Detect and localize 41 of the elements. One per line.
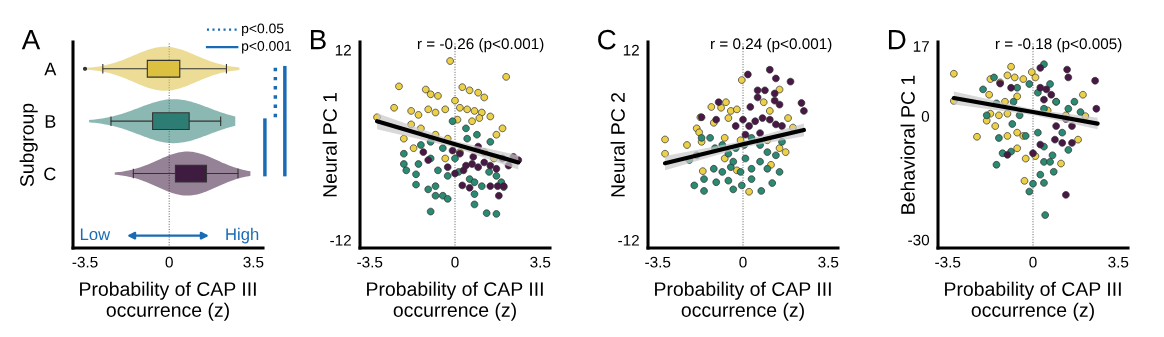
y-axis-title: Neural PC 1: [322, 92, 337, 197]
x-tick-label: 3.5: [1108, 256, 1129, 268]
x-axis-title: Probability of CAP III occurrence (z): [367, 281, 543, 321]
x-axis-title: Probability of CAP III occurrence (z): [945, 281, 1121, 321]
annotation: r = -0.26 (p<0.001): [417, 37, 544, 53]
x-tick-label: -3.5: [935, 256, 961, 268]
y-tick-label: 12: [335, 44, 351, 56]
annotation: p<0.001: [242, 41, 292, 54]
x-tick-label: 3.5: [818, 256, 839, 268]
chart-title: C: [598, 29, 616, 50]
text: p<0.05: [242, 23, 284, 37]
annotation: r = -0.18 (p<0.005): [995, 37, 1122, 53]
chart-title: D: [888, 30, 906, 50]
chart-title: A: [21, 30, 41, 50]
x-tick-label: 3.5: [243, 256, 264, 268]
x-tick-label: 0: [165, 256, 173, 268]
y-tick-label: -12: [618, 234, 639, 246]
x-axis-title: Probability of CAP III occurrence (z): [655, 281, 831, 321]
chart-title: B: [310, 30, 326, 50]
annotation: Low: [80, 228, 111, 241]
x-tick-label: 0: [451, 256, 459, 268]
x-axis-title: Probability of CAP III occurrence (z): [80, 281, 256, 321]
y-tick-label: C: [44, 167, 56, 181]
y-tick-label: 12: [623, 44, 639, 56]
y-axis-title: Behavioral PC 1: [900, 75, 915, 214]
y-tick-label: B: [45, 115, 56, 128]
y-tick-label: 17: [913, 41, 929, 52]
annotation: High: [226, 227, 259, 244]
y-tick-label: -30: [908, 234, 930, 246]
x-tick-label: -3.5: [357, 256, 383, 268]
x-tick-label: 3.5: [530, 256, 551, 268]
x-tick-label: 0: [1029, 256, 1037, 268]
y-axis-title: Neural PC 2: [610, 93, 625, 197]
y-tick-label: -12: [330, 234, 351, 246]
x-tick-label: -3.5: [72, 256, 98, 268]
y-tick-label: 0: [921, 111, 930, 122]
x-tick-label: -3.5: [645, 256, 671, 268]
y-axis-title: Subgroup: [19, 103, 38, 187]
y-tick-label: A: [44, 62, 57, 76]
x-tick-label: 0: [739, 256, 747, 268]
annotation: r = 0.24 (p<0.001): [711, 37, 832, 53]
